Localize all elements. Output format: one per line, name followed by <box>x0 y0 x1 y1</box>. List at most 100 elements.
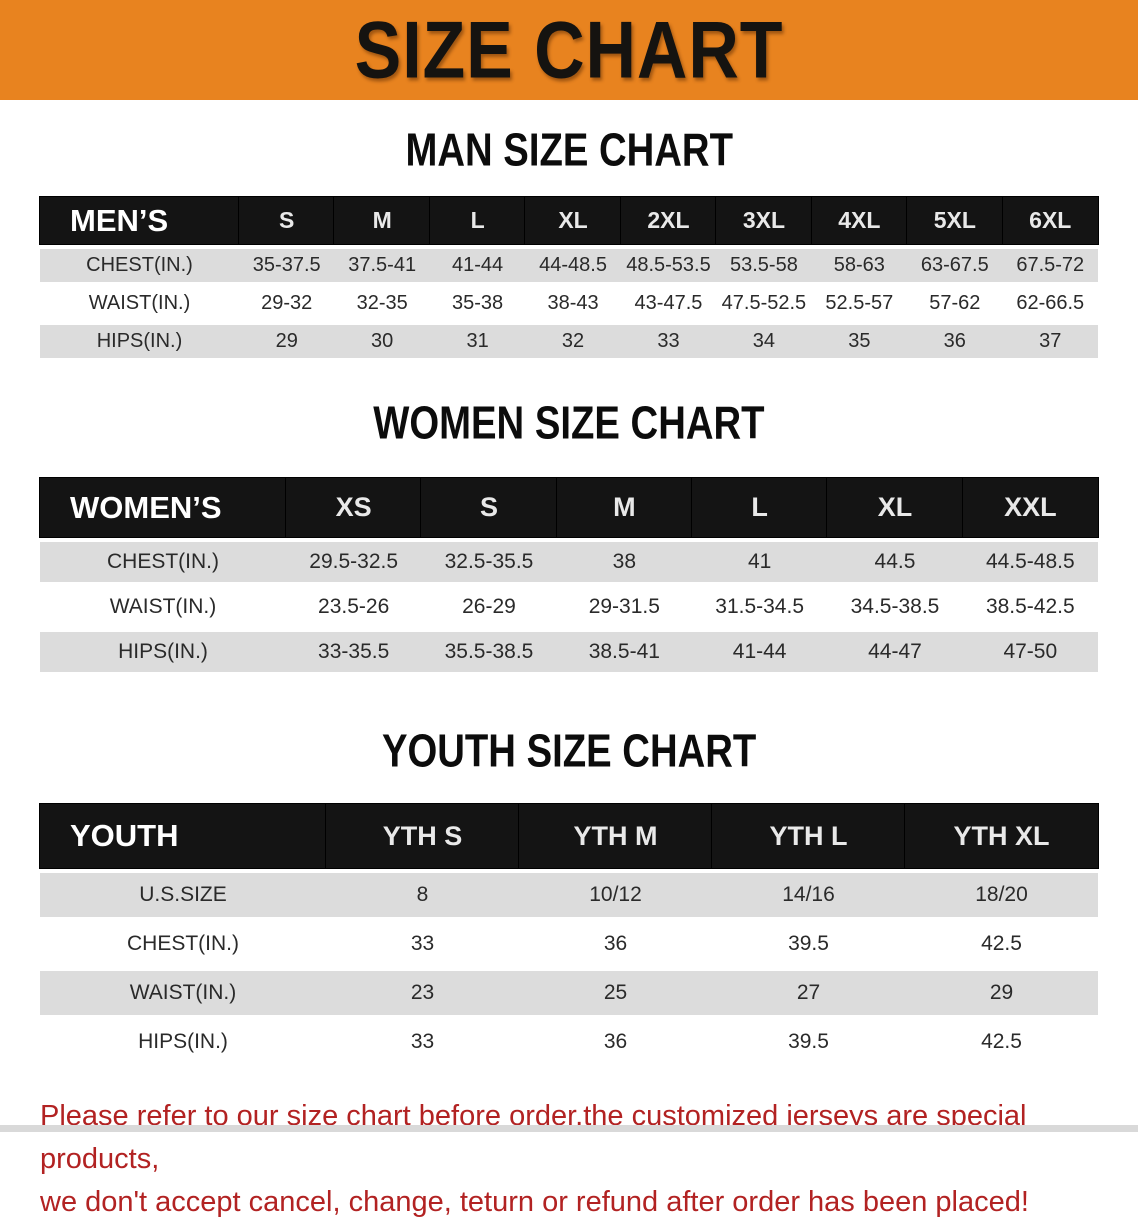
men-table-header-row: MEN’S S M L XL 2XL 3XL 4XL 5XL 6XL <box>40 197 1098 244</box>
size-column-header: YTH M <box>519 804 712 868</box>
table-row: WAIST(IN.) 23 25 27 29 <box>40 971 1098 1015</box>
size-value: 35 <box>811 325 908 358</box>
women-size-chart-heading: WOMEN SIZE CHART <box>0 397 1138 450</box>
size-column-header: S <box>421 478 557 537</box>
size-value: 44-47 <box>827 632 963 672</box>
size-value: 44.5-48.5 <box>962 542 1098 582</box>
size-value: 37 <box>1002 325 1098 358</box>
note-line-2: we don't accept cancel, change, teturn o… <box>40 1186 1029 1218</box>
man-size-chart-heading-text: MAN SIZE CHART <box>405 124 733 177</box>
row-label: WAIST(IN.) <box>40 587 286 627</box>
size-value: 36 <box>519 1020 712 1064</box>
size-value: 27 <box>712 971 905 1015</box>
row-label: WAIST(IN.) <box>40 971 326 1015</box>
size-value: 38 <box>556 542 692 582</box>
size-column-header: 4XL <box>811 197 908 244</box>
size-value: 37.5-41 <box>334 249 430 282</box>
row-label: CHEST(IN.) <box>40 922 326 966</box>
order-policy-note: Please refer to our size chart before or… <box>40 1095 1100 1224</box>
size-value: 47-50 <box>962 632 1098 672</box>
size-value: 44-48.5 <box>525 249 621 282</box>
size-value: 34.5-38.5 <box>827 587 963 627</box>
table-row: HIPS(IN.) 33-35.5 35.5-38.5 38.5-41 41-44 44-… <box>40 632 1098 672</box>
size-value: 35-38 <box>429 287 526 320</box>
size-value: 29 <box>239 325 335 358</box>
size-value: 26-29 <box>421 587 557 627</box>
row-label: HIPS(IN.) <box>40 1020 326 1064</box>
size-value: 33 <box>326 1020 519 1064</box>
size-column-header: L <box>691 478 828 537</box>
size-value: 53.5-58 <box>716 249 812 282</box>
size-column-header: XXL <box>962 478 1098 537</box>
size-value: 34 <box>716 325 812 358</box>
size-value: 29-32 <box>239 287 335 320</box>
size-value: 41 <box>691 542 828 582</box>
size-value: 18/20 <box>905 873 1098 917</box>
man-size-chart-heading: MAN SIZE CHART <box>0 124 1138 177</box>
women-table-header-row: WOMEN’S XS S M L XL XXL <box>40 478 1098 537</box>
row-label: CHEST(IN.) <box>40 249 239 282</box>
size-value: 29 <box>905 971 1098 1015</box>
size-value: 32 <box>525 325 621 358</box>
size-value: 29.5-32.5 <box>286 542 422 582</box>
size-value: 41-44 <box>429 249 526 282</box>
size-value: 38.5-42.5 <box>962 587 1098 627</box>
size-value: 38.5-41 <box>556 632 692 672</box>
size-value: 10/12 <box>519 873 712 917</box>
size-value: 30 <box>334 325 430 358</box>
size-column-header: XS <box>286 478 422 537</box>
size-value: 23 <box>326 971 519 1015</box>
title-banner: SIZE CHART <box>0 0 1138 100</box>
size-value: 62-66.5 <box>1002 287 1098 320</box>
size-value: 8 <box>326 873 519 917</box>
table-row: WAIST(IN.) 23.5-26 26-29 29-31.5 31.5-34.5 34… <box>40 587 1098 627</box>
size-value: 44.5 <box>827 542 963 582</box>
youth-table-header-row: YOUTH YTH S YTH M YTH L YTH XL <box>40 804 1098 868</box>
size-column-header: YTH S <box>326 804 519 868</box>
youth-size-table: YOUTH YTH S YTH M YTH L YTH XL U.S.SIZE 8 10/1… <box>40 799 1098 1069</box>
size-value: 31 <box>429 325 526 358</box>
row-label: U.S.SIZE <box>40 873 326 917</box>
size-chart-title: SIZE CHART <box>354 4 784 96</box>
size-value: 57-62 <box>907 287 1003 320</box>
size-column-header: L <box>429 197 526 244</box>
size-value: 42.5 <box>905 1020 1098 1064</box>
size-column-header: 3XL <box>716 197 812 244</box>
size-column-header: 6XL <box>1002 197 1098 244</box>
table-row: WAIST(IN.) 29-32 32-35 35-38 38-43 43-47.5 47.… <box>40 287 1098 320</box>
size-value: 36 <box>519 922 712 966</box>
men-size-table: MEN’S S M L XL 2XL 3XL 4XL 5XL 6XL CHEST(IN.) 35-3… <box>40 192 1098 363</box>
row-label: WAIST(IN.) <box>40 287 239 320</box>
size-value: 25 <box>519 971 712 1015</box>
table-row: CHEST(IN.) 35-37.5 37.5-41 41-44 44-48.5 48.5… <box>40 249 1098 282</box>
table-title-cell: MEN’S <box>40 197 239 244</box>
table-row: CHEST(IN.) 29.5-32.5 32.5-35.5 38 41 44.5 44.5… <box>40 542 1098 582</box>
size-value: 43-47.5 <box>620 287 717 320</box>
size-value: 63-67.5 <box>907 249 1003 282</box>
size-value: 23.5-26 <box>286 587 422 627</box>
size-value: 52.5-57 <box>811 287 908 320</box>
table-row: U.S.SIZE 8 10/12 14/16 18/20 <box>40 873 1098 917</box>
size-value: 35-37.5 <box>239 249 335 282</box>
size-value: 38-43 <box>525 287 621 320</box>
row-label: HIPS(IN.) <box>40 632 286 672</box>
size-value: 41-44 <box>691 632 828 672</box>
size-value: 48.5-53.5 <box>620 249 717 282</box>
size-value: 31.5-34.5 <box>691 587 828 627</box>
size-value: 33 <box>326 922 519 966</box>
size-value: 42.5 <box>905 922 1098 966</box>
youth-size-chart-heading-text: YOUTH SIZE CHART <box>381 725 757 778</box>
size-value: 58-63 <box>811 249 908 282</box>
size-value: 29-31.5 <box>556 587 692 627</box>
size-value: 39.5 <box>712 922 905 966</box>
size-value: 32-35 <box>334 287 430 320</box>
size-column-header: 5XL <box>907 197 1003 244</box>
table-title-cell: WOMEN’S <box>40 478 286 537</box>
size-value: 14/16 <box>712 873 905 917</box>
size-value: 32.5-35.5 <box>421 542 557 582</box>
size-value: 47.5-52.5 <box>716 287 812 320</box>
table-row: HIPS(IN.) 29 30 31 32 33 34 35 36 37 <box>40 325 1098 358</box>
size-value: 67.5-72 <box>1002 249 1098 282</box>
women-size-chart-heading-text: WOMEN SIZE CHART <box>373 397 765 450</box>
size-value: 33-35.5 <box>286 632 422 672</box>
